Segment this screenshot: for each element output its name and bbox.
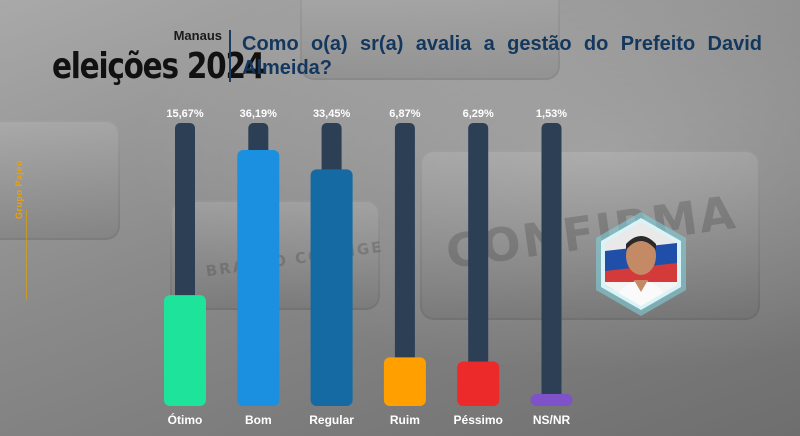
brand-city: Manaus bbox=[173, 28, 222, 43]
bar-péssimo bbox=[457, 361, 500, 406]
data-label: 6,29% bbox=[463, 108, 494, 120]
bar-ótimo bbox=[164, 295, 206, 406]
data-label: 15,67% bbox=[166, 108, 204, 120]
category-label: Ótimo bbox=[168, 412, 203, 427]
background-key bbox=[0, 120, 120, 240]
category-label: Regular bbox=[309, 413, 354, 427]
data-label: 33,45% bbox=[313, 108, 351, 120]
bar-nsnr bbox=[530, 394, 573, 406]
bar-track bbox=[394, 123, 415, 406]
bar-ruim bbox=[383, 357, 426, 406]
data-label: 6,87% bbox=[389, 108, 420, 120]
category-label: Péssimo bbox=[454, 413, 503, 427]
data-label: 36,19% bbox=[240, 108, 278, 120]
bar-regular bbox=[310, 169, 353, 406]
background-key bbox=[300, 0, 560, 80]
bar-bom bbox=[237, 149, 280, 406]
category-label: Bom bbox=[245, 413, 272, 427]
candidate-portrait bbox=[596, 212, 686, 316]
source-line bbox=[26, 210, 27, 300]
category-label: NS/NR bbox=[533, 413, 571, 427]
bar-track bbox=[541, 123, 562, 406]
bar-track bbox=[468, 123, 489, 406]
category-label: Ruim bbox=[390, 413, 420, 427]
data-label: 1,53% bbox=[536, 108, 567, 120]
chart-title: Como o(a) sr(a) avalia a gestão do Prefe… bbox=[242, 33, 762, 79]
header-divider bbox=[229, 30, 231, 82]
